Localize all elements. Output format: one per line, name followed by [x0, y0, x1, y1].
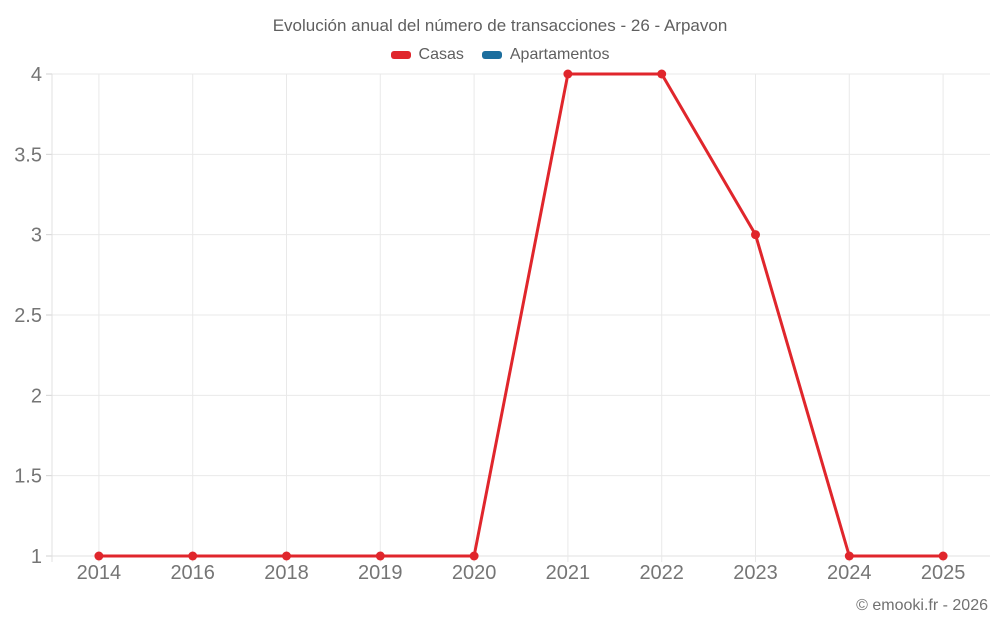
- data-point[interactable]: [469, 551, 479, 561]
- data-point[interactable]: [657, 69, 667, 79]
- x-tick-label: 2016: [170, 562, 215, 584]
- x-tick-label: 2018: [264, 562, 309, 584]
- y-tick-label: 1: [31, 546, 42, 568]
- legend-item-apartamentos[interactable]: Apartamentos: [481, 46, 610, 64]
- copyright: © emooki.fr - 2026: [856, 597, 988, 614]
- data-point[interactable]: [94, 551, 104, 561]
- legend-label-casas: Casas: [418, 46, 464, 63]
- y-tick-label: 3.5: [14, 144, 42, 166]
- y-tick-label: 3: [31, 225, 42, 247]
- data-point[interactable]: [188, 551, 198, 561]
- casas-swatch-icon: [390, 51, 411, 59]
- y-tick-label: 1.5: [14, 466, 42, 488]
- y-tick-label: 4: [31, 64, 42, 86]
- x-tick-label: 2020: [452, 562, 497, 584]
- y-tick-label: 2: [31, 385, 42, 407]
- x-tick-label: 2021: [546, 562, 591, 584]
- data-point[interactable]: [375, 551, 385, 561]
- x-tick-label: 2022: [639, 562, 684, 584]
- y-tick-label: 2.5: [14, 305, 42, 327]
- legend-label-apartamentos: Apartamentos: [509, 46, 610, 63]
- data-point[interactable]: [751, 230, 760, 240]
- chart-title: Evolución anual del número de transaccio…: [272, 16, 728, 35]
- apartamentos-swatch-icon: [481, 51, 502, 59]
- x-tick-label: 2025: [921, 562, 966, 584]
- data-point[interactable]: [282, 551, 291, 561]
- x-tick-label: 2023: [733, 562, 778, 584]
- legend: Casas Apartamentos: [0, 46, 1000, 64]
- legend-item-casas[interactable]: Casas: [390, 46, 464, 64]
- data-point[interactable]: [938, 551, 948, 561]
- x-tick-label: 2019: [358, 562, 403, 584]
- data-point[interactable]: [844, 551, 854, 561]
- x-tick-label: 2024: [827, 562, 872, 584]
- x-tick-label: 2014: [77, 562, 122, 584]
- series-line-casas: [97, 72, 945, 558]
- data-point[interactable]: [563, 69, 573, 79]
